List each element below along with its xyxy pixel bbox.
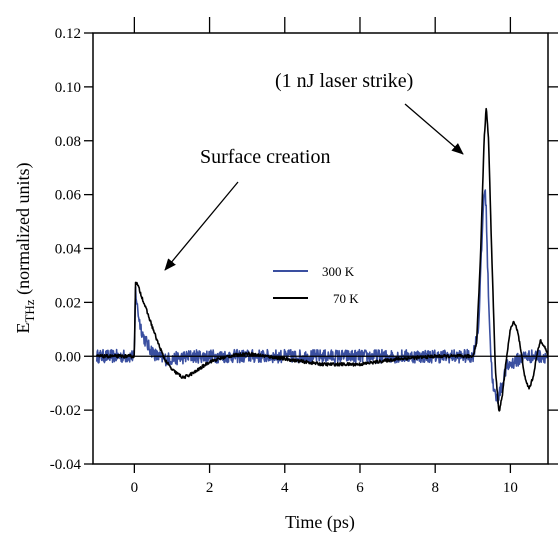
x-tick-label: 6 [356, 480, 364, 496]
y-tick-label: 0.00 [55, 349, 81, 365]
y-tick-label: 0.08 [55, 134, 81, 150]
y-tick-label: 0.06 [55, 188, 82, 204]
tick-labels-layer: 0 2 4 6 8 10 -0.04 -0.02 0.00 0.02 0.04 0.06 0.08 0.1… [50, 26, 518, 496]
y-tick-label: 0.04 [55, 242, 82, 258]
y-axis-title: ETHz (normalized units) [13, 162, 37, 333]
legend-label-70k: 70 K [333, 291, 359, 306]
plot-frame [92, 32, 549, 465]
ticks-layer [84, 17, 558, 473]
annotation-laser-strike: (1 nJ laser strike) [275, 70, 413, 92]
y-tick-label: 0.10 [55, 80, 81, 96]
legend-label-300k: 300 K [322, 264, 355, 279]
legend: 300 K 70 K [273, 264, 359, 306]
x-tick-label: 0 [131, 480, 139, 496]
y-axis-title-rest: (normalized units) [13, 162, 34, 299]
x-tick-label: 2 [206, 480, 214, 496]
y-tick-label: -0.04 [50, 457, 82, 473]
series-line-300k [95, 189, 548, 405]
arrow-surface-creation [164, 181, 239, 271]
y-axis-title-main: E [13, 323, 33, 334]
arrow-laser-strike [404, 103, 464, 155]
x-axis-title: Time (ps) [285, 512, 355, 533]
x-tick-label: 10 [503, 480, 518, 496]
y-axis-title-sub: THz [22, 299, 37, 322]
y-tick-label: -0.02 [50, 403, 81, 419]
y-tick-label: 0.12 [55, 26, 81, 42]
x-tick-label: 8 [431, 480, 439, 496]
x-tick-label: 4 [281, 480, 289, 496]
annotation-surface-creation: Surface creation [200, 146, 330, 168]
y-tick-label: 0.02 [55, 295, 81, 311]
